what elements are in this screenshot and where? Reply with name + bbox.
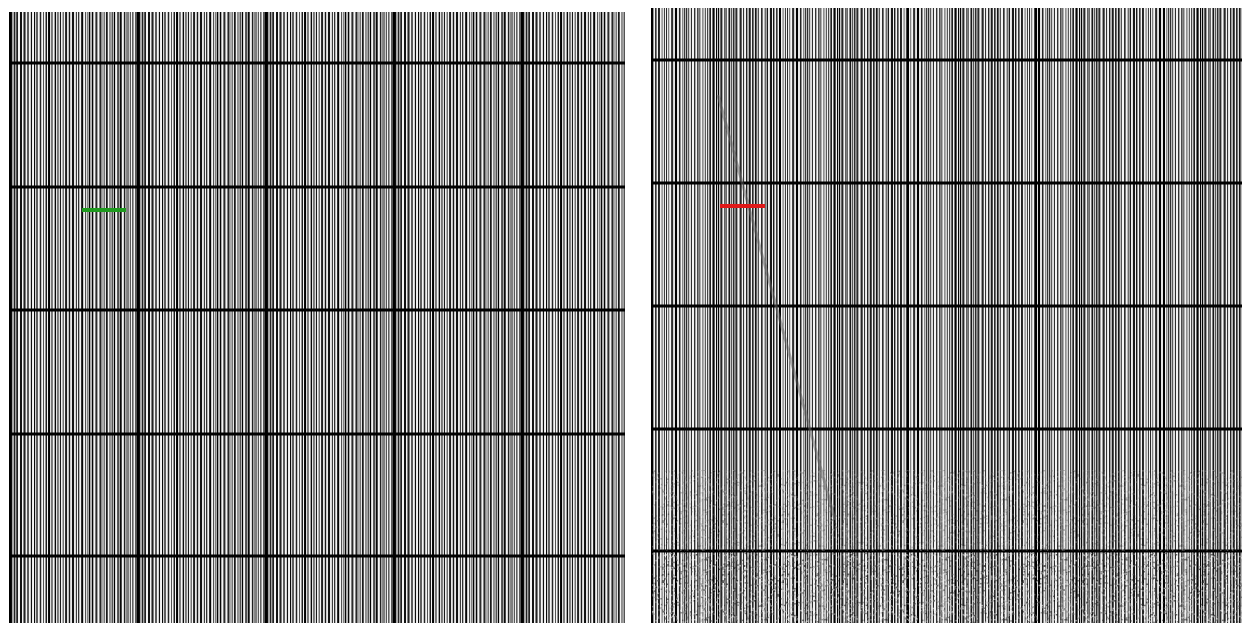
row-divider [10, 309, 625, 312]
panel-stripes [10, 12, 625, 623]
noise-lower [652, 470, 1242, 551]
marker-green [82, 208, 126, 212]
marker-red [720, 204, 765, 208]
row-divider [652, 305, 1242, 308]
column-divider [265, 12, 267, 623]
row-divider [652, 59, 1242, 62]
right-panel [651, 8, 1242, 623]
row-divider [10, 555, 625, 558]
left-panel [9, 12, 625, 623]
row-divider [10, 62, 625, 65]
column-divider [521, 12, 523, 623]
row-divider [10, 186, 625, 189]
page: {} (() => { const svg = document.getElem… [0, 0, 1242, 623]
noise-bottom [652, 553, 1242, 623]
row-divider [652, 428, 1242, 431]
column-divider [393, 12, 395, 623]
scene [0, 0, 1242, 623]
column-divider [137, 12, 139, 623]
column-divider [9, 12, 11, 623]
row-divider [10, 433, 625, 436]
